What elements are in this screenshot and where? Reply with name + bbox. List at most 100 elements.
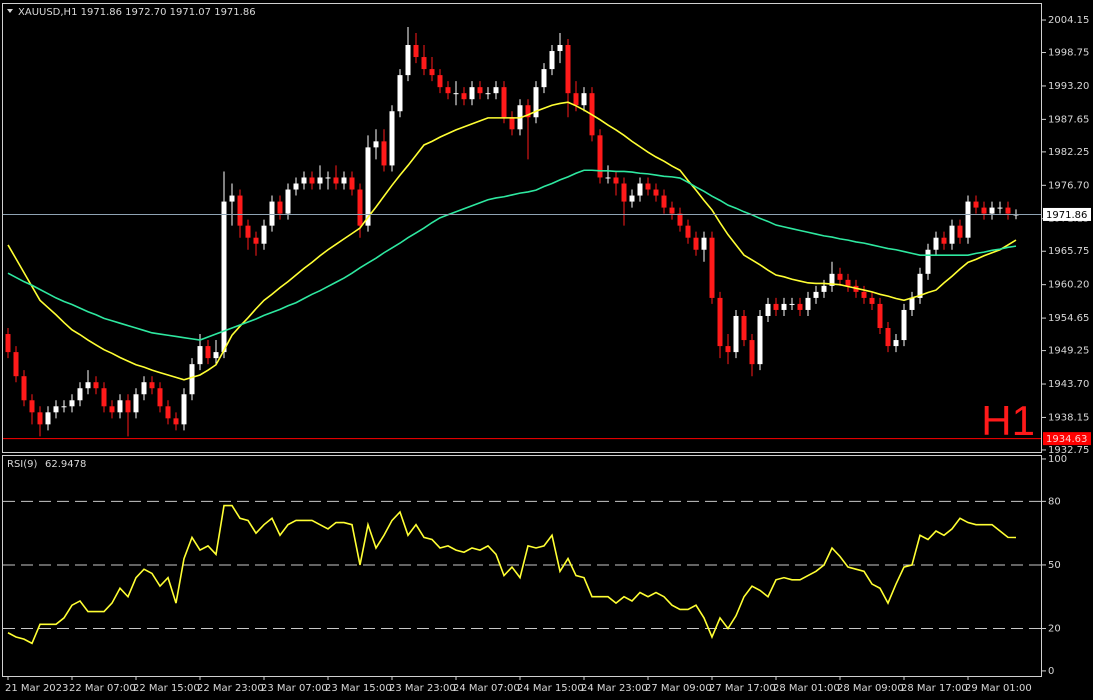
candle-body: [221, 201, 227, 353]
candle-body: [805, 297, 811, 310]
x-tick-label: 27 Mar 09:00: [645, 683, 712, 694]
x-tick-label: 22 Mar 15:00: [133, 683, 200, 694]
y-tick-label: 2004.15: [1048, 15, 1089, 26]
y-tick-label: 1976.70: [1048, 180, 1089, 191]
candle-body: [469, 87, 475, 100]
candle-body: [349, 177, 355, 190]
candle-body: [77, 388, 83, 401]
candle-body: [5, 334, 11, 353]
candle-body: [149, 382, 155, 389]
candle-body: [1005, 207, 1011, 214]
candle-body: [901, 309, 907, 341]
y-tick-label: 1965.75: [1048, 246, 1089, 257]
candle-body: [237, 195, 243, 226]
candle-body: [597, 135, 603, 178]
candle-body: [949, 225, 955, 244]
header-arrow: [7, 9, 13, 13]
x-tick-label: 29 Mar 01:00: [965, 683, 1032, 694]
price-panel-frame: [2, 3, 1042, 453]
x-tick-label: 28 Mar 01:00: [773, 683, 840, 694]
candle-body: [797, 303, 803, 310]
candle-body: [893, 340, 899, 347]
candle-body: [285, 189, 291, 214]
y-tick-label: 0: [1048, 666, 1054, 677]
x-tick-label: 28 Mar 09:00: [837, 683, 904, 694]
candle-body: [909, 297, 915, 310]
candle-body: [493, 87, 499, 94]
candle-body: [837, 273, 843, 280]
candle-body: [93, 382, 99, 389]
candle-body: [557, 45, 563, 52]
candle-body: [133, 394, 139, 413]
candle-body: [477, 87, 483, 94]
y-tick-label: 50: [1048, 560, 1061, 571]
candle-body: [885, 328, 891, 347]
candle-body: [573, 93, 579, 106]
candle-body: [637, 183, 643, 196]
candle-body: [205, 346, 211, 359]
y-tick-label: 1932.75: [1048, 445, 1089, 456]
candle-body: [861, 291, 867, 298]
candle-body: [173, 418, 179, 425]
candle-body: [757, 315, 763, 365]
candle-body: [373, 141, 379, 148]
candle-body: [109, 406, 115, 413]
candle-body: [269, 201, 275, 226]
rsi-panel-frame: [2, 455, 1042, 677]
candle-body: [613, 177, 619, 184]
candle-body: [117, 400, 123, 413]
y-tick-label: 1938.15: [1048, 412, 1089, 423]
y-tick-label: 1993.20: [1048, 81, 1089, 92]
moving-average-line: [7, 101, 1017, 381]
y-tick-label: 80: [1048, 496, 1061, 507]
candle-body: [997, 207, 1003, 209]
y-tick-label: 1949.25: [1048, 346, 1089, 357]
candle-body: [309, 177, 315, 184]
y-tick-label: 1982.25: [1048, 147, 1089, 158]
candle-body: [541, 69, 547, 88]
candle-body: [765, 303, 771, 316]
candle-body: [693, 237, 699, 250]
candle-body: [317, 177, 323, 184]
x-tick-label: 22 Mar 23:00: [197, 683, 264, 694]
candle-body: [981, 207, 987, 214]
candle-body: [789, 303, 795, 305]
candle-body: [213, 352, 219, 359]
candle-body: [685, 225, 691, 238]
candle-body: [669, 207, 675, 214]
candle-body: [941, 237, 947, 244]
y-tick-label: 100: [1048, 454, 1067, 465]
candle-body: [501, 87, 507, 118]
candle-body: [925, 249, 931, 274]
candle-body: [245, 225, 251, 238]
candle-body: [821, 285, 827, 292]
candle-body: [813, 291, 819, 298]
price-label-box: [1043, 207, 1091, 221]
rsi-line: [7, 504, 1017, 645]
candle-body: [157, 388, 163, 407]
candle-body: [733, 315, 739, 353]
y-tick-label: 20: [1048, 624, 1061, 635]
candle-body: [365, 147, 371, 226]
price-label-box: [1043, 432, 1091, 446]
candle-body: [389, 111, 395, 166]
x-tick-label: 21 Mar 2023: [5, 683, 68, 694]
x-tick-label: 23 Mar 23:00: [389, 683, 456, 694]
candle-body: [645, 183, 651, 190]
x-tick-label: 23 Mar 15:00: [325, 683, 392, 694]
candle-body: [933, 237, 939, 250]
x-tick-label: 22 Mar 07:00: [69, 683, 136, 694]
candle-body: [845, 279, 851, 286]
candle-body: [301, 177, 307, 184]
candle-body: [333, 177, 339, 184]
x-tick-label: 24 Mar 07:00: [453, 683, 520, 694]
candle-body: [197, 346, 203, 365]
candle-body: [69, 400, 75, 407]
candle-body: [877, 303, 883, 329]
candle-body: [421, 57, 427, 70]
candle-body: [445, 87, 451, 94]
candle-body: [293, 183, 299, 190]
candle-body: [717, 297, 723, 347]
y-tick-label: 1960.20: [1048, 280, 1089, 291]
